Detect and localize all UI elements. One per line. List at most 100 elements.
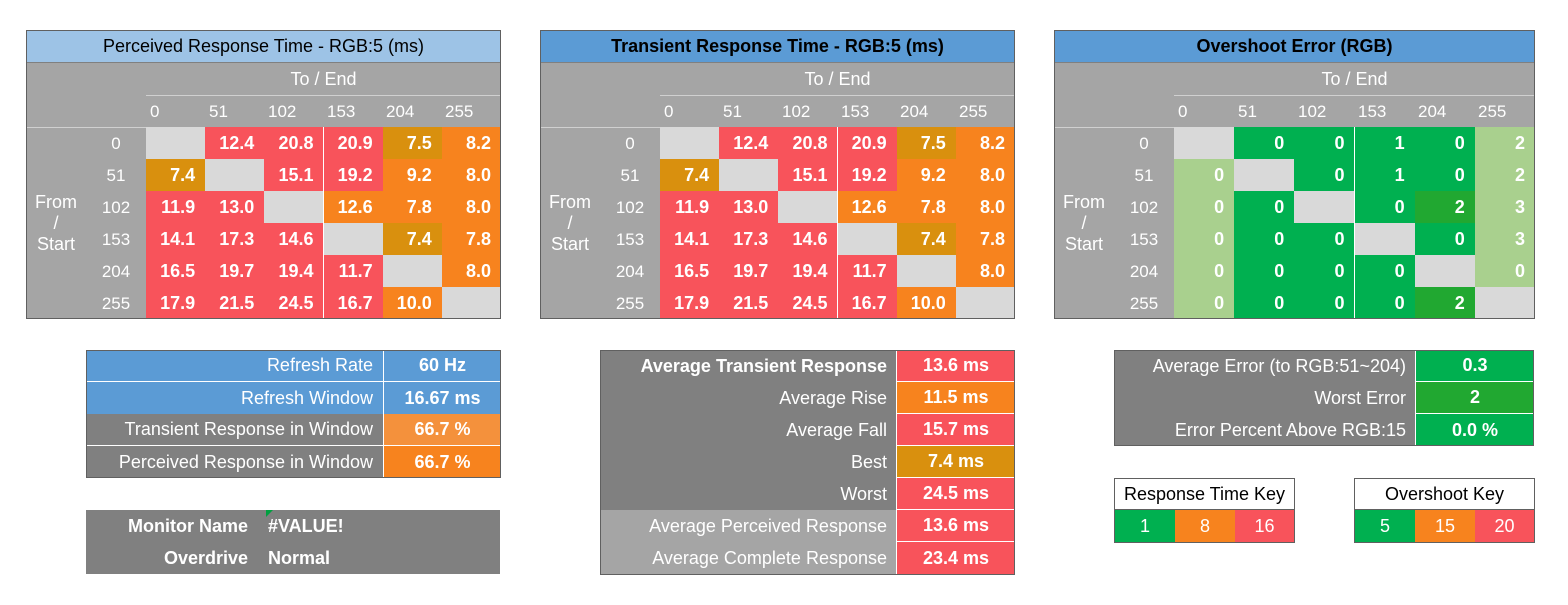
matrix-cell: 10.0 (896, 287, 956, 319)
matrix-cell: 11.9 (660, 191, 720, 223)
refresh-window-value: 16.67 ms (383, 382, 501, 414)
matrix-cell: 14.6 (778, 223, 838, 255)
matrix-cell-empty (1414, 255, 1475, 287)
response-key-swatch-red: 16 (1235, 510, 1294, 542)
matrix-cell-empty (1294, 191, 1355, 223)
from-start-label: From / Start (1054, 127, 1114, 319)
overshoot-matrix-title: Overshoot Error (RGB) (1054, 30, 1535, 63)
avg-rise-value: 11.5 ms (897, 382, 1015, 414)
matrix-cell: 14.1 (146, 223, 206, 255)
matrix-cell: 0 (1234, 223, 1295, 255)
matrix-cell: 11.7 (837, 255, 897, 287)
matrix-cell: 0 (1354, 191, 1415, 223)
matrix-cell: 16.5 (660, 255, 720, 287)
matrix-cell: 13.0 (205, 191, 265, 223)
response-key-swatch-green: 1 (1115, 510, 1175, 542)
matrix-cell: 2 (1414, 191, 1475, 223)
matrix-cell-empty (955, 287, 1015, 319)
corner-block (26, 63, 146, 127)
row-tick-label: 255 (101, 294, 131, 313)
matrix-cell: 16.7 (837, 287, 897, 319)
matrix-cell-empty (205, 159, 265, 191)
matrix-cell: 7.4 (896, 223, 956, 255)
matrix-cell: 12.6 (323, 191, 383, 223)
matrix-cell: 0 (1294, 287, 1355, 319)
matrix-cell: 10.0 (382, 287, 442, 319)
avg-perceived-value: 13.6 ms (897, 510, 1015, 542)
matrix-cell: 2 (1474, 127, 1535, 159)
tick-label: 255 (445, 101, 474, 121)
overshoot-key-title: Overshoot Key (1355, 479, 1534, 510)
tick-label: 102 (1298, 101, 1327, 121)
matrix-cell: 3 (1474, 223, 1535, 255)
matrix-cell: 13.0 (719, 191, 779, 223)
matrix-cell: 7.8 (382, 191, 442, 223)
matrix-cell: 0 (1234, 127, 1295, 159)
slash-line: / (567, 213, 573, 233)
matrix-cell: 0 (1294, 127, 1355, 159)
perceived-matrix: Perceived Response Time - RGB:5 (ms) To … (26, 30, 501, 319)
avg-complete-label: Average Complete Response (600, 542, 897, 575)
matrix-cell: 7.4 (660, 159, 720, 191)
row-tick-label: 51 (106, 166, 126, 185)
matrix-cell: 0 (1414, 159, 1475, 191)
overshoot-key-swatch-orange: 15 (1415, 510, 1475, 542)
slash-line: / (53, 213, 59, 233)
matrix-cell: 0 (1414, 127, 1475, 159)
transient-in-window-value: 66.7 % (383, 414, 501, 446)
avg-error-value: 0.3 (1416, 350, 1534, 382)
matrix-cell: 8.2 (955, 127, 1015, 159)
matrix-cell: 2 (1414, 287, 1475, 319)
matrix-cell: 20.9 (323, 127, 383, 159)
from-line: From (35, 192, 77, 212)
matrix-cell: 0 (1234, 287, 1295, 319)
matrix-cell: 0 (1234, 191, 1295, 223)
corner-block (1054, 63, 1174, 127)
corner-block (540, 63, 660, 127)
overdrive-value: Normal (268, 547, 331, 568)
matrix-cell: 16.5 (146, 255, 206, 287)
start-line: Start (36, 234, 75, 254)
monitor-name-value: #VALUE! (268, 515, 344, 536)
overshoot-key: Overshoot Key 5 15 20 (1354, 478, 1535, 543)
matrix-cell: 1 (1354, 159, 1415, 191)
to-end-label: To / End (146, 63, 501, 95)
tick-label: 102 (782, 101, 811, 121)
matrix-cell-empty (1474, 287, 1535, 319)
worst-label: Worst (600, 478, 897, 510)
tick-label: 153 (1358, 101, 1387, 121)
matrix-cell: 0 (1294, 255, 1355, 287)
matrix-cell: 20.8 (264, 127, 324, 159)
matrix-cell: 0 (1294, 223, 1355, 255)
response-key-title: Response Time Key (1115, 479, 1294, 510)
avg-transient-value: 13.6 ms (897, 350, 1015, 382)
matrix-cell: 17.9 (146, 287, 206, 319)
row-tick-label: 255 (615, 294, 645, 313)
matrix-cell: 16.7 (323, 287, 383, 319)
tick-label: 51 (209, 101, 228, 121)
matrix-cell: 24.5 (778, 287, 838, 319)
response-time-key: Response Time Key 1 8 16 (1114, 478, 1295, 543)
row-ticks: 0 51 102 153 204 255 (86, 127, 146, 319)
column-ticks: 0 51 102 153 204 255 (1174, 95, 1535, 127)
best-value: 7.4 ms (897, 446, 1015, 478)
avg-transient-label: Average Transient Response (600, 350, 897, 382)
tick-label: 51 (723, 101, 742, 121)
row-tick-label: 102 (101, 198, 131, 217)
matrix-cell: 3 (1474, 191, 1535, 223)
matrix-cell: 8.0 (955, 159, 1015, 191)
start-line: Start (550, 234, 589, 254)
column-divider (1415, 350, 1416, 446)
matrix-cell: 0 (1174, 255, 1235, 287)
matrix-cell: 8.0 (955, 191, 1015, 223)
monitor-name-label: Monitor Name (127, 515, 248, 536)
matrix-cell: 2 (1474, 159, 1535, 191)
tick-label: 204 (900, 101, 929, 121)
matrix-cell: 7.5 (382, 127, 442, 159)
transient-matrix: Transient Response Time - RGB:5 (ms) To … (540, 30, 1015, 319)
row-tick-label: 51 (1134, 166, 1154, 185)
perceived-in-window-label: Perceived Response in Window (86, 446, 383, 478)
matrix-cell-empty (660, 127, 720, 159)
matrix-cell-empty (264, 191, 324, 223)
